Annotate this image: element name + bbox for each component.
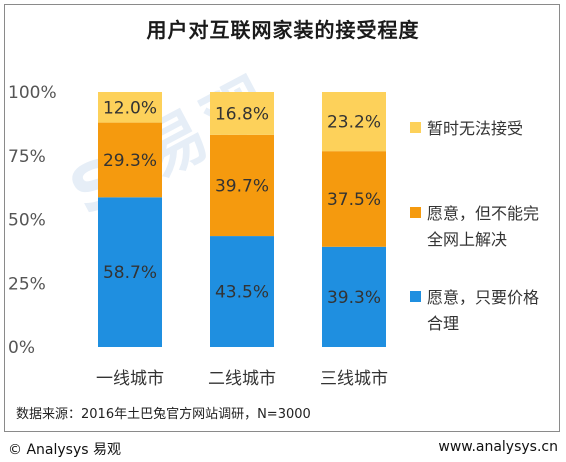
chart-title: 用户对互联网家装的接受程度 — [146, 18, 420, 42]
footer-copyright: © Analysys 易观 — [8, 442, 121, 458]
bar-value-label: 23.2% — [327, 113, 381, 133]
bar-segment — [98, 122, 162, 198]
bar-segment — [322, 246, 386, 347]
x-category-label: 二线城市 — [208, 369, 276, 389]
bar-value-label: 39.3% — [327, 288, 381, 308]
bar-value-label: 12.0% — [103, 98, 157, 118]
legend-swatch-not-accept — [410, 122, 421, 133]
legend-swatch-price — [410, 291, 421, 302]
bar-segment — [322, 92, 386, 152]
x-category-label: 一线城市 — [96, 369, 164, 389]
legend-label-price: 愿意，只要价格合理 — [427, 288, 540, 333]
y-tick-label: 0% — [8, 338, 35, 358]
chart-frame — [4, 4, 560, 432]
footer-url[interactable]: www.analysys.cn — [438, 439, 558, 455]
bar-value-label: 43.5% — [215, 283, 269, 303]
bar-value-label: 37.5% — [327, 190, 381, 210]
bar-segment — [322, 151, 386, 247]
bar-segment — [98, 197, 162, 347]
legend-label-partial: 愿意，但不能完全网上解决 — [427, 204, 540, 249]
bar-value-label: 16.8% — [215, 104, 269, 124]
y-tick-label: 100% — [8, 83, 57, 103]
bar-value-label: 58.7% — [103, 263, 157, 283]
legend-item-not-accept: 暂时无法接受 — [410, 116, 545, 142]
data-source-note: 数据来源：2016年土巴兔官方网站调研，N=3000 — [16, 407, 311, 422]
bar-value-label: 29.3% — [103, 151, 157, 171]
legend-swatch-partial — [410, 207, 421, 218]
legend-label-not-accept: 暂时无法接受 — [427, 119, 524, 138]
bar-segment — [210, 236, 274, 347]
bar-value-label: 39.7% — [215, 176, 269, 196]
bar-segment — [210, 92, 274, 135]
legend-item-partial: 愿意，但不能完全网上解决 — [410, 201, 545, 253]
legend-item-price: 愿意，只要价格合理 — [410, 285, 545, 337]
y-tick-label: 75% — [8, 147, 46, 167]
bar-segment — [210, 134, 274, 237]
bar-segment — [98, 92, 162, 123]
y-tick-label: 25% — [8, 274, 46, 294]
y-tick-label: 50% — [8, 211, 46, 231]
x-category-label: 三线城市 — [320, 369, 388, 389]
